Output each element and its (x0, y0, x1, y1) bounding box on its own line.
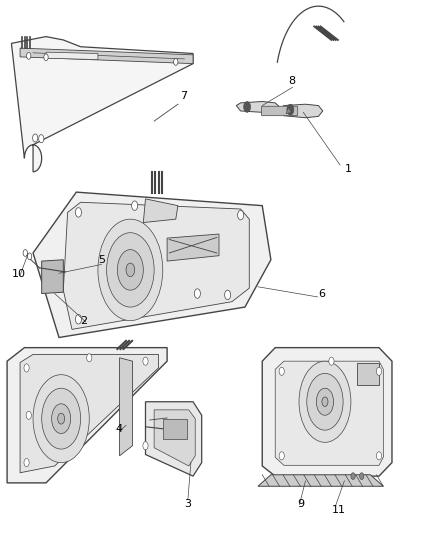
Circle shape (52, 404, 71, 433)
Polygon shape (262, 348, 392, 476)
Polygon shape (275, 361, 383, 465)
Polygon shape (357, 362, 379, 385)
Circle shape (106, 233, 154, 307)
Circle shape (98, 219, 163, 320)
Circle shape (32, 134, 38, 142)
Circle shape (27, 52, 31, 59)
Text: 1: 1 (344, 164, 351, 174)
FancyBboxPatch shape (163, 418, 187, 439)
Circle shape (322, 397, 328, 407)
Polygon shape (11, 37, 193, 172)
Circle shape (173, 59, 178, 66)
Text: 5: 5 (98, 255, 105, 265)
Circle shape (44, 54, 48, 61)
Text: 2: 2 (81, 316, 88, 326)
Circle shape (299, 361, 351, 442)
Text: 11: 11 (332, 505, 346, 515)
Circle shape (225, 290, 231, 300)
Circle shape (376, 367, 381, 375)
Circle shape (24, 364, 29, 372)
Circle shape (194, 289, 201, 298)
Polygon shape (143, 199, 178, 223)
Circle shape (28, 253, 32, 260)
Text: 8: 8 (288, 76, 295, 86)
Circle shape (39, 135, 44, 143)
Polygon shape (20, 48, 193, 63)
Text: 9: 9 (297, 498, 304, 508)
Polygon shape (120, 358, 133, 456)
Polygon shape (20, 354, 159, 473)
Circle shape (316, 388, 334, 415)
Circle shape (23, 249, 28, 256)
Polygon shape (286, 108, 292, 114)
Circle shape (75, 314, 81, 324)
Polygon shape (64, 202, 249, 329)
Circle shape (279, 367, 284, 375)
Circle shape (58, 413, 65, 424)
Circle shape (244, 101, 251, 112)
Text: 6: 6 (318, 289, 325, 299)
Text: 4: 4 (115, 424, 122, 434)
Polygon shape (42, 260, 64, 294)
FancyBboxPatch shape (261, 106, 298, 116)
Polygon shape (46, 52, 98, 60)
Circle shape (329, 357, 334, 365)
Circle shape (143, 442, 148, 450)
Text: 10: 10 (11, 269, 25, 279)
Circle shape (360, 473, 364, 480)
Circle shape (287, 104, 294, 115)
Polygon shape (145, 402, 202, 476)
Circle shape (143, 357, 148, 365)
Circle shape (117, 249, 143, 290)
Polygon shape (33, 192, 271, 337)
Circle shape (87, 354, 92, 362)
Circle shape (33, 375, 89, 463)
Text: 3: 3 (184, 498, 191, 508)
Circle shape (279, 452, 284, 460)
Polygon shape (236, 101, 279, 112)
Circle shape (26, 411, 32, 419)
Circle shape (237, 211, 244, 220)
Polygon shape (7, 348, 167, 483)
Circle shape (376, 452, 381, 460)
Circle shape (351, 473, 355, 480)
Text: 7: 7 (180, 91, 187, 101)
Polygon shape (154, 410, 195, 466)
Polygon shape (167, 234, 219, 261)
Circle shape (42, 388, 81, 449)
Circle shape (126, 263, 134, 277)
Polygon shape (279, 104, 323, 118)
Polygon shape (258, 475, 383, 486)
Circle shape (75, 208, 81, 217)
Circle shape (24, 458, 29, 467)
Circle shape (132, 201, 138, 211)
Circle shape (307, 373, 343, 430)
